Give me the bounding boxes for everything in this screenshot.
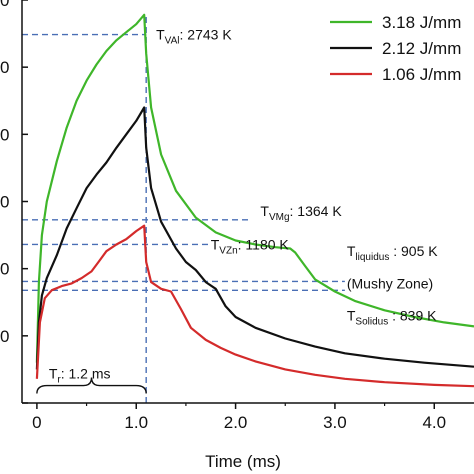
series-line-1 (35, 106, 474, 370)
annotation-tvmg: TVMg: 1364 K (260, 203, 342, 223)
legend: 3.18 J/mm 2.12 J/mm 1.06 J/mm (330, 13, 461, 84)
y-tick-label: 0 (0, 0, 9, 10)
x-tick-label: 1.0 (124, 413, 148, 432)
y-tick-label: 0 (0, 327, 9, 346)
legend-label-1: 2.12 J/mm (382, 39, 461, 58)
annotation-mushy: (Mushy Zone) (347, 275, 433, 291)
x-axis-label: Time (ms) (205, 452, 281, 471)
y-tick-label: 0 (0, 125, 9, 144)
series-layer (35, 13, 474, 388)
y-tick-label: 0 (0, 58, 9, 77)
annotation-tval: TVAl: 2743 K (156, 27, 232, 47)
annotations: TVAl: 2743 K TVMg: 1364 K TVZn: 1180 K Tliq… (36, 27, 438, 394)
x-tick-label: 2.0 (224, 413, 248, 432)
legend-label-2: 1.06 J/mm (382, 65, 461, 84)
axes: 0 0 0 0 0 0 0 1.0 2.0 3.0 4.0 (0, 0, 474, 432)
annotation-tliq: Tliquidus : 905 K (347, 243, 438, 263)
legend-label-0: 3.18 J/mm (382, 13, 461, 32)
annotation-tr: Tr: 1.2 ms (49, 365, 111, 385)
annotation-tsol: TSolidus : 839 K (347, 308, 437, 328)
x-tick-label: 0 (32, 413, 41, 432)
series-line-2 (35, 224, 474, 388)
time-range-brace (36, 377, 147, 394)
annotation-tvzn: TVZn: 1180 K (211, 236, 290, 256)
x-tick-label: 4.0 (422, 413, 446, 432)
y-tick-label: 0 (0, 260, 9, 279)
x-tick-label: 3.0 (323, 413, 347, 432)
series-line-0 (35, 13, 474, 363)
y-tick-label: 0 (0, 193, 9, 212)
